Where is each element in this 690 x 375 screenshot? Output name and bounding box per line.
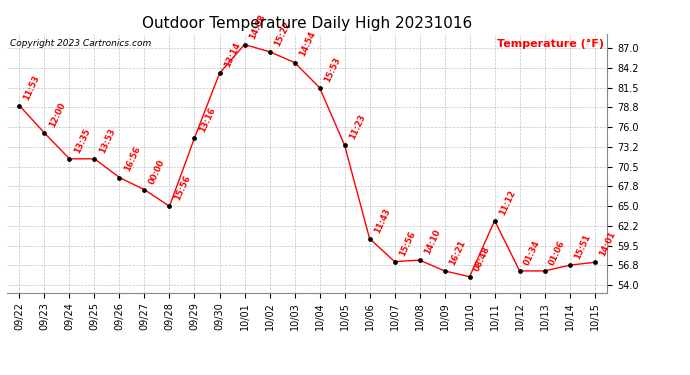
Text: Copyright 2023 Cartronics.com: Copyright 2023 Cartronics.com <box>10 39 151 48</box>
Point <box>564 262 575 268</box>
Text: 12:00: 12:00 <box>47 101 67 129</box>
Title: Outdoor Temperature Daily High 20231016: Outdoor Temperature Daily High 20231016 <box>142 16 472 31</box>
Text: 11:53: 11:53 <box>22 74 41 102</box>
Point <box>264 49 275 55</box>
Text: 15:56: 15:56 <box>397 229 417 257</box>
Text: 01:06: 01:06 <box>547 239 567 267</box>
Point <box>439 268 450 274</box>
Text: 15:53: 15:53 <box>322 56 342 84</box>
Point <box>139 187 150 193</box>
Text: 11:43: 11:43 <box>373 206 392 234</box>
Text: 13:14: 13:14 <box>222 41 242 69</box>
Point <box>414 257 425 263</box>
Point <box>239 42 250 48</box>
Text: 14:01: 14:01 <box>598 230 617 258</box>
Point <box>64 156 75 162</box>
Text: 08:48: 08:48 <box>473 245 492 273</box>
Point <box>164 203 175 209</box>
Point <box>539 268 550 274</box>
Point <box>514 268 525 274</box>
Text: 16:56: 16:56 <box>122 145 141 173</box>
Point <box>489 217 500 223</box>
Point <box>289 60 300 66</box>
Text: 16:21: 16:21 <box>447 238 467 267</box>
Text: 15:22: 15:22 <box>273 20 292 48</box>
Point <box>364 236 375 242</box>
Point <box>39 130 50 136</box>
Point <box>339 142 350 148</box>
Text: 13:16: 13:16 <box>197 106 217 134</box>
Point <box>589 259 600 265</box>
Point <box>189 135 200 141</box>
Point <box>14 103 25 109</box>
Text: 13:35: 13:35 <box>72 127 92 154</box>
Point <box>214 70 225 76</box>
Text: Temperature (°F): Temperature (°F) <box>497 39 604 49</box>
Text: 14:10: 14:10 <box>422 228 442 256</box>
Point <box>314 85 325 91</box>
Text: 15:56: 15:56 <box>172 174 192 202</box>
Point <box>389 259 400 265</box>
Text: 00:00: 00:00 <box>147 158 166 186</box>
Text: 15:51: 15:51 <box>573 233 592 261</box>
Point <box>89 156 100 162</box>
Text: 14:08: 14:08 <box>247 12 267 40</box>
Point <box>114 174 125 180</box>
Text: 13:53: 13:53 <box>97 127 117 154</box>
Text: 14:54: 14:54 <box>297 30 317 58</box>
Text: 11:12: 11:12 <box>497 188 517 216</box>
Text: 11:23: 11:23 <box>347 113 367 141</box>
Point <box>464 274 475 280</box>
Text: 01:34: 01:34 <box>522 239 542 267</box>
